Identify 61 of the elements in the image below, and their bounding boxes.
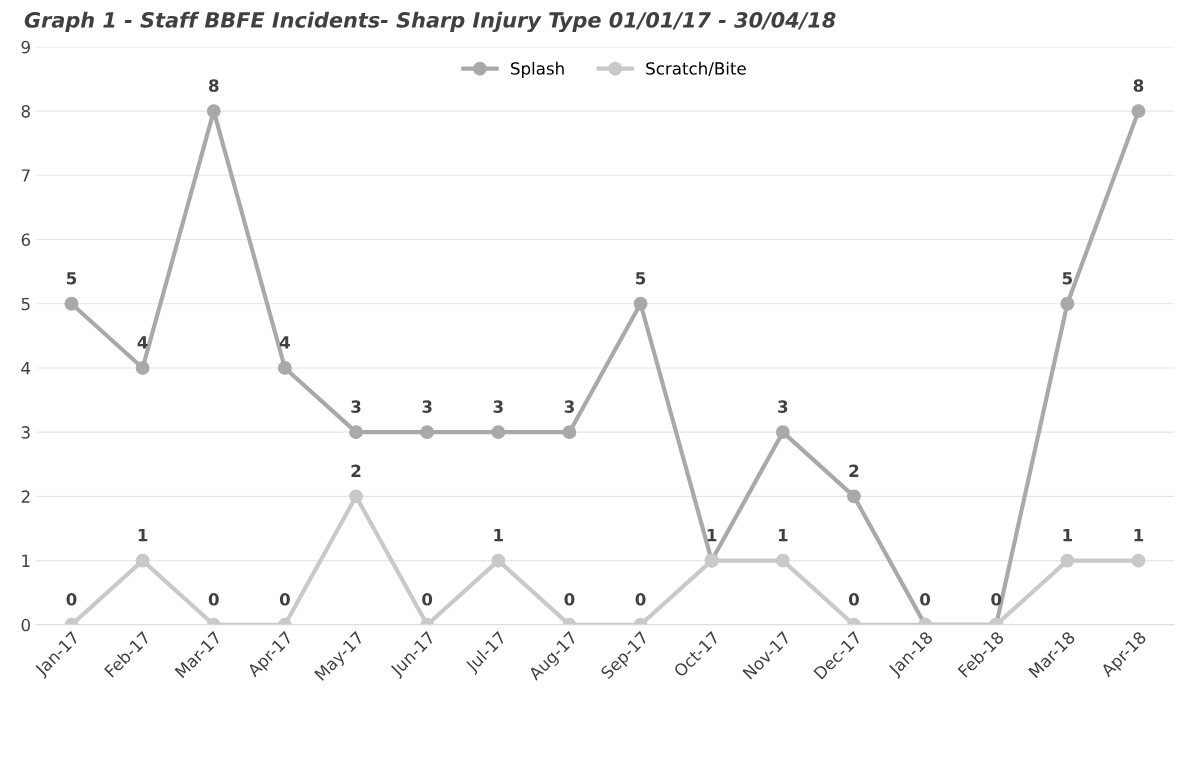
legend-label: Scratch/Bite [646, 61, 746, 77]
point [420, 425, 435, 440]
data-label: 0 [848, 592, 859, 606]
y-tick-label: 3 [21, 426, 30, 439]
y-tick-label: 9 [21, 40, 30, 54]
data-label: 0 [564, 592, 575, 606]
chart-title: Graph 1 - Staff BBFE Incidents- Sharp Injury Type 01/01/17 - 30/04/18 [24, 11, 836, 33]
data-label: 8 [208, 79, 219, 92]
y-tick-label: 4 [21, 362, 31, 375]
point [1060, 296, 1075, 311]
data-label: 0 [920, 592, 931, 606]
y-tick-label: 0 [21, 618, 30, 632]
data-label: 0 [66, 592, 77, 606]
data-label: 3 [422, 400, 432, 413]
data-label: 3 [778, 400, 788, 413]
y-tick-label: 2 [21, 490, 30, 503]
data-label: 1 [494, 528, 503, 542]
point [1060, 553, 1075, 568]
data-label: 0 [991, 592, 1002, 606]
point [775, 553, 790, 568]
data-label: 1 [138, 528, 148, 542]
point [349, 489, 363, 504]
data-label: 3 [564, 400, 574, 413]
data-label: 2 [849, 464, 859, 477]
data-label: 3 [493, 400, 503, 413]
data-label: 4 [279, 336, 290, 349]
data-label: 1 [707, 528, 717, 542]
data-label: 3 [351, 400, 361, 413]
point [775, 425, 790, 440]
data-label: 5 [636, 272, 646, 285]
data-label: 1 [778, 528, 788, 542]
data-label: 1 [1063, 528, 1072, 542]
y-tick-label: 6 [21, 233, 31, 247]
point [633, 296, 648, 311]
point [1131, 553, 1146, 568]
point [562, 425, 577, 440]
point [277, 360, 292, 375]
data-label: 4 [137, 336, 148, 349]
point [847, 489, 861, 504]
point [64, 296, 79, 311]
data-label: 0 [635, 592, 646, 606]
point [135, 360, 150, 375]
data-label: 5 [66, 272, 77, 285]
legend-label: Splash [511, 61, 564, 78]
data-label: 0 [208, 592, 219, 606]
point [491, 425, 506, 440]
y-tick-label: 7 [21, 169, 30, 182]
data-label: 2 [351, 464, 361, 477]
point [1131, 104, 1146, 119]
data-label: 0 [422, 592, 433, 606]
y-tick-label: 8 [21, 105, 30, 118]
point [491, 553, 506, 568]
y-tick-label: 5 [21, 297, 30, 311]
point [135, 553, 150, 568]
data-label: 0 [279, 592, 290, 606]
point [349, 425, 363, 440]
data-label: 1 [1134, 528, 1144, 542]
y-tick-label: 1 [22, 554, 30, 567]
point [206, 104, 221, 119]
data-label: 8 [1133, 79, 1144, 92]
data-label: 5 [1062, 272, 1072, 285]
